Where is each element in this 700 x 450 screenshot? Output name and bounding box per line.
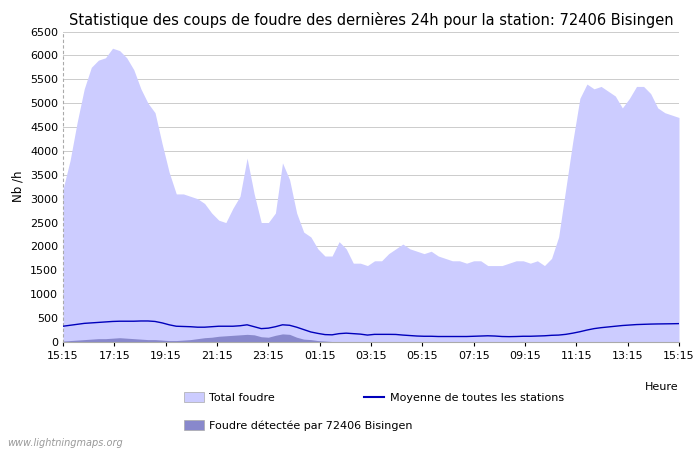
Legend: Foudre détectée par 72406 Bisingen: Foudre détectée par 72406 Bisingen (179, 416, 417, 435)
Text: www.lightningmaps.org: www.lightningmaps.org (7, 438, 122, 448)
Y-axis label: Nb /h: Nb /h (11, 171, 25, 202)
Text: Heure: Heure (645, 382, 679, 392)
Title: Statistique des coups de foudre des dernières 24h pour la station: 72406 Bisinge: Statistique des coups de foudre des dern… (69, 12, 673, 27)
